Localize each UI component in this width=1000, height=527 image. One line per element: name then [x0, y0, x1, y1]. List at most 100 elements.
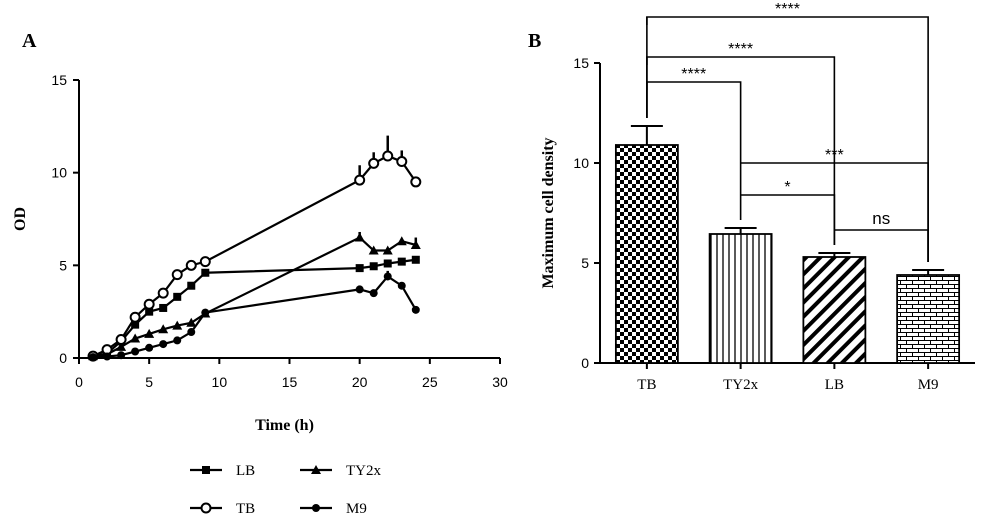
x-tick-label: TB: [637, 377, 656, 393]
series-line: [92, 154, 417, 358]
data-point: [185, 259, 197, 271]
legend-label: M9: [346, 501, 367, 517]
data-point: [173, 336, 182, 345]
y-tick-label: 10: [51, 165, 67, 181]
significance-label: ***: [825, 147, 844, 164]
x-tick-label: 15: [282, 374, 298, 390]
data-point: [144, 328, 155, 338]
x-tick-label: 30: [492, 374, 508, 390]
data-point: [369, 262, 378, 271]
data-point: [355, 285, 364, 294]
data-point: [396, 236, 407, 246]
legend-item-ty2x: TY2x: [300, 463, 381, 479]
legend-label: LB: [236, 463, 255, 479]
x-tick-label: TY2x: [723, 377, 758, 393]
legend-marker: [202, 466, 210, 474]
data-point: [159, 303, 168, 312]
data-point: [382, 150, 394, 162]
data-point: [397, 257, 406, 266]
data-point: [117, 351, 126, 360]
x-tick-label: LB: [825, 377, 844, 393]
data-point: [143, 298, 155, 310]
significance-label: ****: [728, 41, 753, 58]
significance-bracket: ****: [646, 66, 742, 220]
significance-label: ****: [775, 1, 800, 18]
bracket-line: [740, 194, 836, 245]
data-point: [116, 341, 127, 351]
data-point: [410, 176, 422, 188]
data-point: [145, 307, 154, 316]
data-point: [129, 311, 141, 323]
legend-marker: [311, 465, 321, 474]
data-point: [115, 333, 127, 345]
y-tick-label: 5: [59, 257, 67, 273]
data-point: [158, 324, 169, 334]
data-point: [201, 268, 210, 277]
x-tick-label: 0: [75, 374, 83, 390]
significance-label: ****: [681, 66, 706, 83]
x-tick-label: 5: [145, 374, 153, 390]
data-point: [368, 157, 380, 169]
data-point: [383, 259, 392, 268]
bar-lb: [802, 256, 867, 364]
line-chart-panel-a: 0 5 10 15 20 25 30 0 5 10 15 Time (h) OD LB TY2x TB M9: [12, 72, 508, 517]
significance-label: ns: [872, 209, 890, 228]
bar-m9: [896, 274, 961, 364]
series-line: [92, 236, 417, 358]
data-point: [369, 289, 378, 298]
data-point: [130, 333, 141, 343]
data-point: [354, 232, 365, 242]
data-point: [159, 340, 168, 349]
data-point: [173, 292, 182, 301]
data-point: [186, 317, 197, 327]
significance-bracket: *: [740, 179, 836, 245]
data-point: [396, 156, 408, 168]
series-ty2x: [88, 231, 421, 361]
x-tick-label: 20: [352, 374, 368, 390]
panel-label-b: B: [528, 30, 541, 52]
data-point: [89, 353, 98, 362]
data-point: [355, 264, 364, 273]
data-point: [187, 281, 196, 290]
bracket-line: [740, 162, 929, 262]
data-point: [145, 343, 154, 352]
bar-tb: [614, 144, 679, 364]
bracket-line: [834, 229, 929, 262]
data-point: [368, 245, 379, 255]
data-point: [397, 281, 406, 290]
significance-label: *: [784, 179, 790, 196]
x-tick-label: 25: [422, 374, 438, 390]
legend-label: TB: [236, 501, 255, 517]
legend-label: TY2x: [346, 463, 381, 479]
data-point: [172, 320, 183, 330]
data-point: [354, 174, 366, 186]
series-tb: [87, 135, 422, 362]
data-point: [411, 305, 420, 314]
series-lb: [89, 255, 420, 361]
y-tick-label: 0: [59, 350, 67, 366]
legend-marker: [200, 502, 212, 514]
data-point: [410, 239, 421, 249]
x-tick-label: M9: [918, 377, 939, 393]
x-tick-label: 10: [212, 374, 228, 390]
legend-item-m9: M9: [300, 501, 367, 517]
series-line: [92, 258, 416, 358]
y-tick-label: 15: [51, 72, 67, 88]
data-point: [383, 272, 392, 281]
series-m9: [89, 270, 420, 362]
x-axis-title: Time (h): [255, 417, 314, 434]
y-axis-title: OD: [12, 207, 29, 231]
panel-label-a: A: [22, 30, 37, 52]
data-point: [201, 308, 210, 317]
y-tick-label: 15: [573, 55, 589, 71]
data-point: [187, 328, 196, 337]
y-tick-label: 5: [581, 255, 589, 271]
data-point: [157, 287, 169, 299]
bar-ty2x: [708, 233, 773, 364]
data-point: [103, 352, 112, 361]
legend: LB TY2x TB M9: [190, 463, 381, 517]
significance-bracket: ns: [834, 209, 929, 262]
legend-item-lb: LB: [190, 463, 255, 479]
data-point: [171, 269, 183, 281]
